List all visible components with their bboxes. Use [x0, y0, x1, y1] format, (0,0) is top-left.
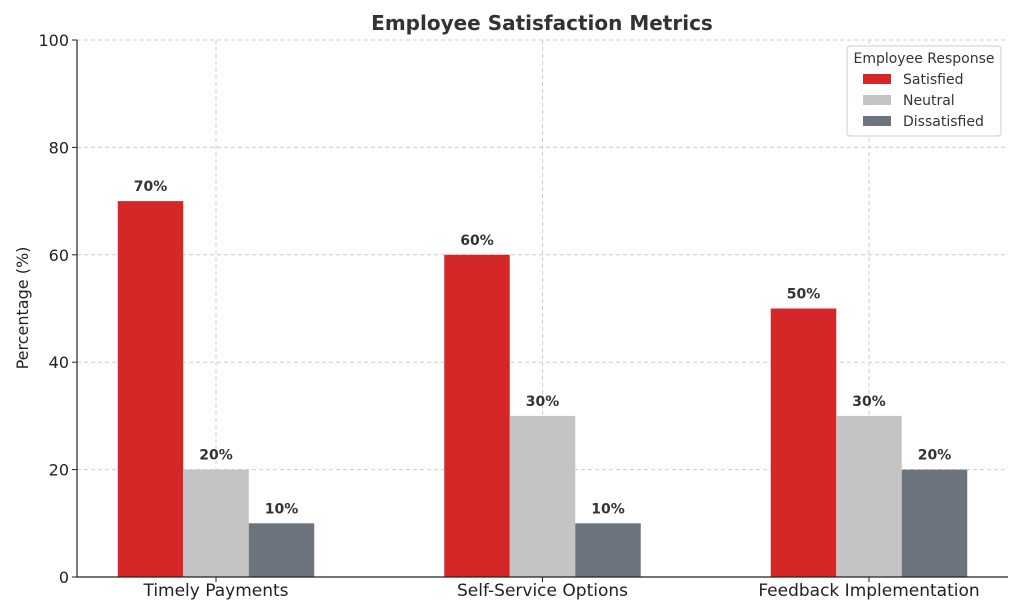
chart-title: Employee Satisfaction Metrics: [371, 11, 713, 35]
data-label: 60%: [460, 233, 494, 249]
legend-entry-neutral: Neutral: [903, 93, 955, 109]
data-label: 70%: [134, 179, 168, 195]
axes: 0 20 40 60 80 100 Timely Payments Self-Service …: [38, 31, 1008, 601]
legend-entry-satisfied: Satisfied: [903, 72, 963, 88]
y-tick-label: 60: [49, 246, 69, 265]
data-label: 20%: [918, 448, 952, 464]
legend-swatch-dissatisfied: [863, 116, 891, 126]
data-label: 10%: [265, 501, 299, 517]
data-label: 10%: [591, 501, 625, 517]
bar-satisfied-2: [444, 254, 510, 578]
x-tick-label: Timely Payments: [142, 581, 288, 601]
y-tick-label: 20: [49, 461, 69, 480]
y-tick-label: 0: [59, 568, 69, 587]
bar-neutral-3: [836, 415, 902, 577]
bar-neutral-2: [509, 415, 576, 577]
bar-satisfied-1: [117, 201, 184, 577]
x-tick-label: Feedback Implementation: [758, 581, 979, 601]
y-tick-label: 100: [38, 31, 69, 50]
data-label: 50%: [787, 287, 821, 303]
bar-satisfied-3: [770, 308, 837, 577]
data-label: 30%: [852, 394, 886, 410]
y-tick-label: 40: [49, 353, 69, 372]
legend: Employee Response Satisfied Neutral Dissati…: [846, 45, 1002, 137]
legend-entry-dissatisfied: Dissatisfied: [903, 114, 984, 130]
x-tick-label: Self-Service Options: [457, 581, 628, 601]
data-label: 30%: [526, 394, 560, 410]
legend-swatch-neutral: [863, 95, 891, 105]
bar-dissatisfied-2: [575, 523, 641, 577]
y-axis-label: Percentage (%): [13, 247, 32, 370]
bar-dissatisfied-3: [901, 469, 968, 577]
bar-dissatisfied-1: [248, 523, 315, 577]
bars: [117, 201, 968, 578]
bar-neutral-1: [183, 469, 249, 577]
legend-box: [846, 45, 1002, 137]
data-label: 20%: [199, 448, 233, 464]
legend-title: Employee Response: [853, 51, 994, 67]
data-labels: 70% 20% 10% 60% 30% 10% 50% 30% 20%: [134, 179, 952, 517]
legend-swatch-satisfied: [863, 74, 891, 84]
y-tick-label: 80: [49, 138, 69, 157]
